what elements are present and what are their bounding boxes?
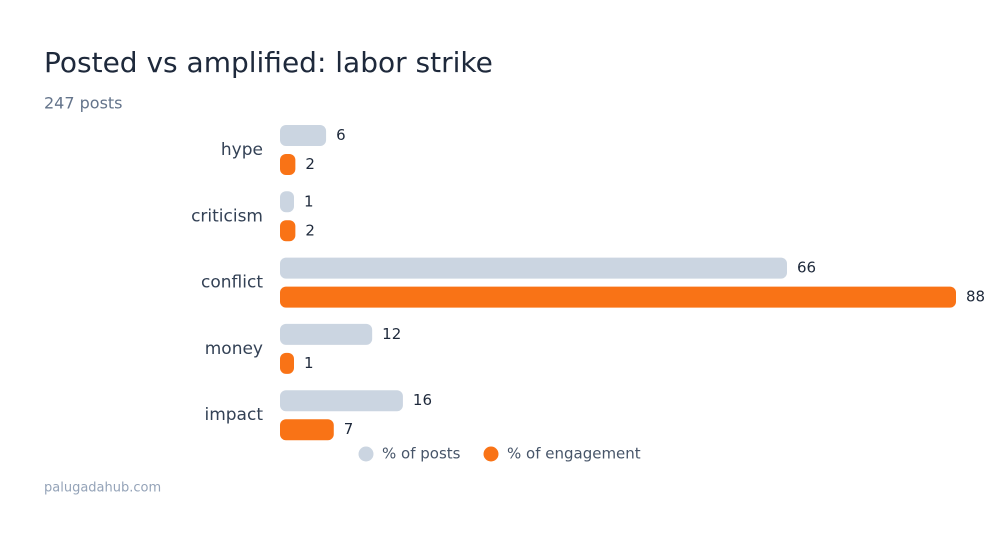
bar	[280, 419, 334, 441]
bar	[280, 257, 787, 279]
category-label: impact	[204, 405, 263, 425]
value-label: 12	[382, 325, 401, 343]
value-label: 1	[304, 192, 314, 210]
value-label: 66	[797, 259, 816, 277]
bar	[280, 352, 294, 374]
category-label: hype	[221, 140, 263, 160]
bar	[280, 154, 296, 175]
value-label: 88	[966, 288, 985, 306]
value-label: 6	[336, 126, 346, 144]
bar	[280, 191, 294, 213]
chart-subtitle: 247 posts	[44, 94, 123, 113]
value-label: 7	[344, 420, 354, 438]
legend-swatch	[358, 446, 374, 462]
value-label: 2	[305, 221, 315, 239]
category-label: criticism	[191, 206, 263, 226]
bar	[280, 125, 327, 146]
bar	[280, 286, 956, 308]
chart-title: Posted vs amplified: labor strike	[44, 46, 493, 79]
legend-swatch	[483, 446, 499, 462]
value-label: 1	[304, 354, 314, 372]
category-label: money	[205, 339, 263, 359]
bar	[280, 323, 373, 345]
legend-label: % of engagement	[507, 445, 641, 463]
legend-label: % of posts	[382, 445, 461, 463]
bar	[280, 220, 296, 242]
bar	[280, 390, 403, 412]
value-label: 16	[413, 391, 432, 409]
value-label: 2	[305, 155, 315, 173]
source-note: palugadahub.com	[44, 481, 161, 496]
category-label: conflict	[201, 273, 263, 293]
